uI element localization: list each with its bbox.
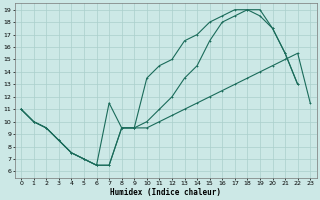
X-axis label: Humidex (Indice chaleur): Humidex (Indice chaleur) bbox=[110, 188, 221, 197]
